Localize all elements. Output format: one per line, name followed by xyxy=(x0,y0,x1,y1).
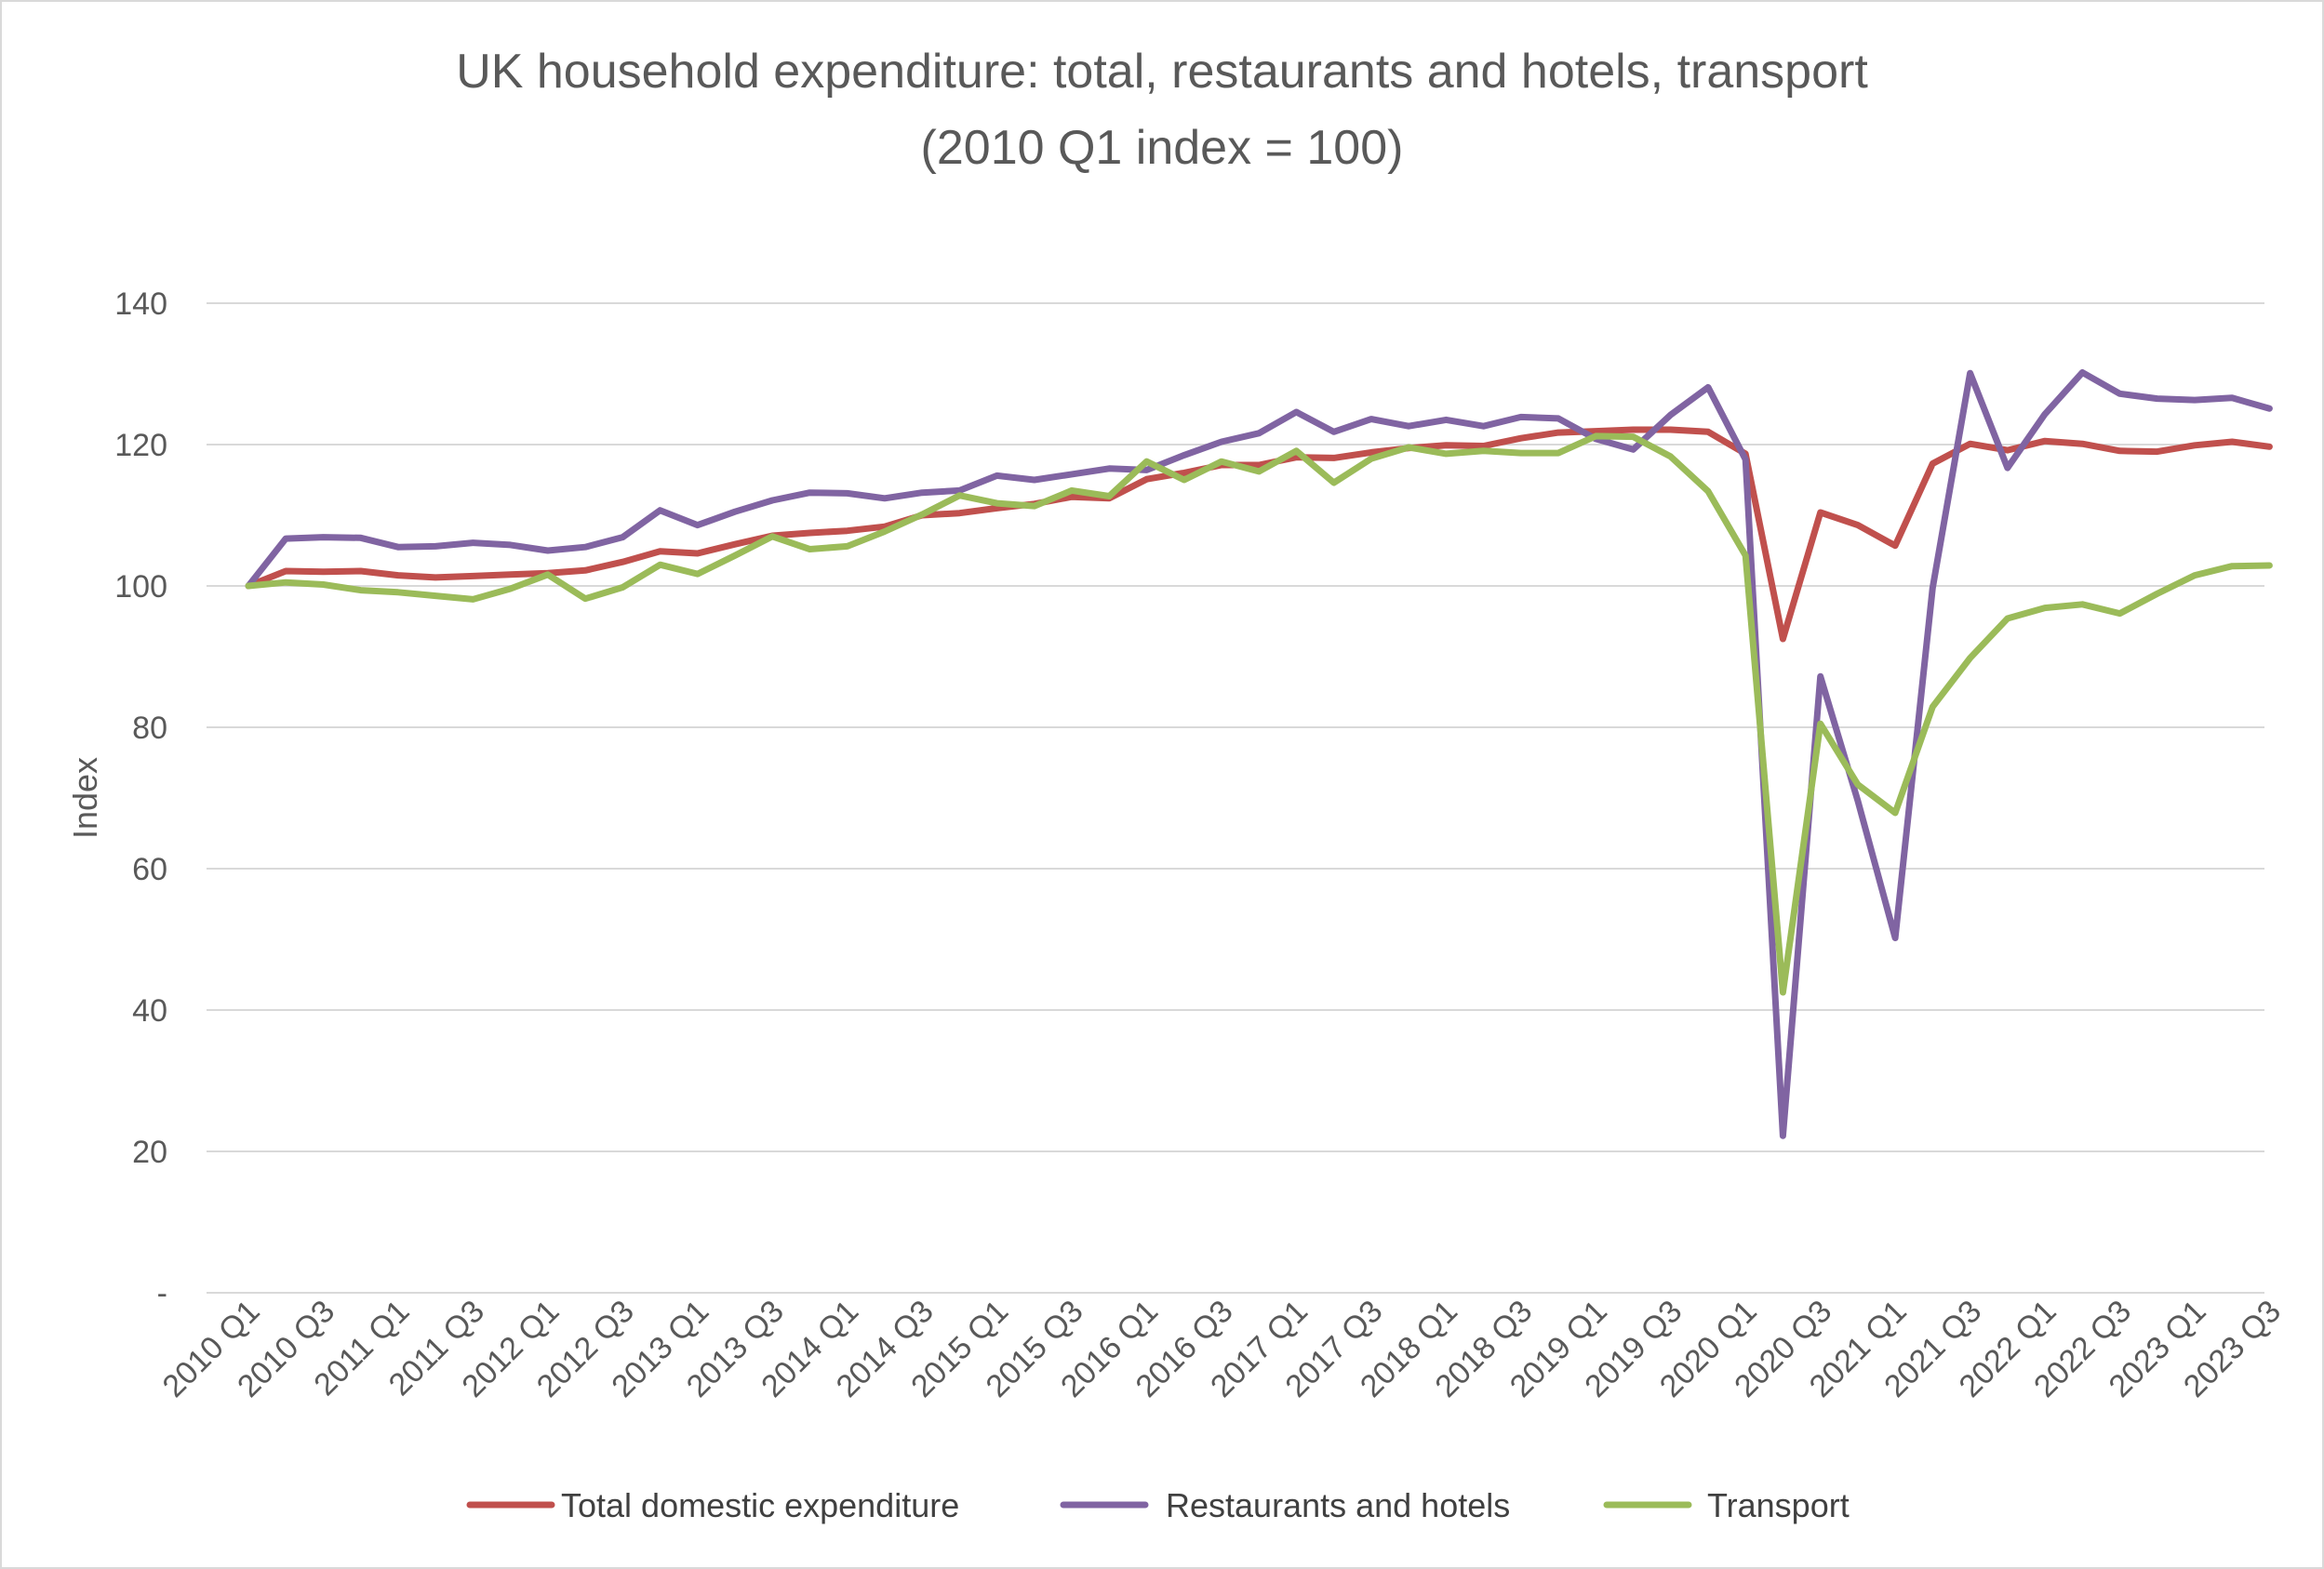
gridlines xyxy=(207,302,2264,1152)
series-lines xyxy=(245,369,2273,1139)
y-axis-ticks: - 20 40 60 80 100 120 140 xyxy=(114,286,167,1311)
legend-label: Total domestic expenditure xyxy=(561,1486,959,1524)
legend-label: Transport xyxy=(1707,1486,1850,1524)
y-tick-label: 80 xyxy=(132,711,167,746)
y-tick-label: 40 xyxy=(132,993,167,1029)
y-tick-label: 100 xyxy=(114,569,167,605)
y-tick-label: 60 xyxy=(132,852,167,887)
chart-title: UK household expenditure: total, restaur… xyxy=(456,45,1868,99)
series-line xyxy=(245,426,2273,643)
y-tick-label: - xyxy=(157,1276,167,1311)
series-line xyxy=(245,432,2273,996)
y-tick-label: 20 xyxy=(132,1135,167,1170)
y-axis-title: Index xyxy=(66,757,104,839)
legend-label: Restaurants and hotels xyxy=(1166,1486,1510,1524)
chart-subtitle: (2010 Q1 index = 100) xyxy=(921,121,1404,175)
legend: Total domestic expenditure Restaurants an… xyxy=(466,1486,1850,1524)
y-tick-label: 140 xyxy=(114,286,167,322)
y-tick-label: 120 xyxy=(114,428,167,463)
series-line xyxy=(245,369,2273,1139)
